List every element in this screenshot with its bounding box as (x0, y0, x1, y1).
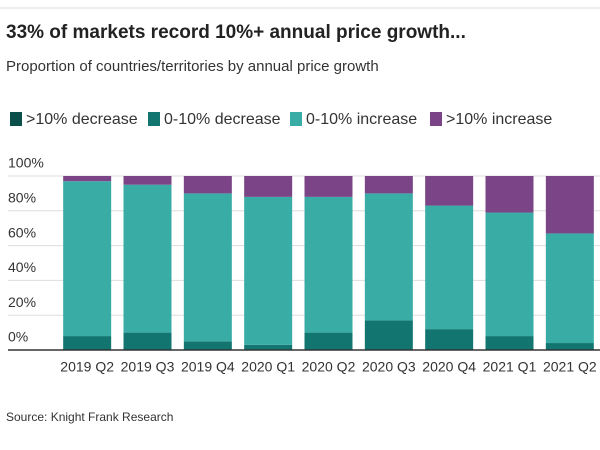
bar-segment (485, 336, 534, 350)
bar-segment (485, 176, 534, 213)
bar-segment (183, 341, 232, 350)
legend-swatch (10, 112, 22, 126)
bar-segment (123, 184, 172, 333)
bar-segment (425, 329, 474, 350)
bar-segment (183, 176, 232, 194)
legend-label: 0-10% decrease (164, 111, 281, 128)
bar-segment (304, 176, 353, 197)
bar-segment (545, 233, 594, 344)
y-tick-label: 40% (8, 259, 36, 275)
bar-segment (545, 176, 594, 234)
bar-segment (485, 212, 534, 337)
legend-swatch (290, 112, 302, 126)
bar-segment (63, 176, 112, 182)
bar-segment (364, 320, 413, 350)
chart-subtitle: Proportion of countries/territories by a… (6, 58, 379, 75)
bar-segment (364, 193, 413, 321)
y-tick-label: 20% (8, 294, 36, 310)
y-tick-label: 0% (8, 329, 28, 345)
y-tick-label: 60% (8, 224, 36, 240)
x-tick-label: 2021 Q2 (543, 359, 597, 375)
x-tick-label: 2021 Q1 (483, 359, 537, 375)
y-tick-label: 80% (8, 190, 36, 206)
bar-segment (304, 332, 353, 350)
legend-swatch (430, 112, 442, 126)
bar-segment (123, 176, 172, 185)
chart-title: 33% of markets record 10%+ annual price … (6, 22, 466, 43)
legend-swatch (148, 112, 160, 126)
legend-label: 0-10% increase (306, 111, 417, 128)
x-tick-label: 2020 Q4 (422, 359, 476, 375)
x-tick-label: 2020 Q3 (362, 359, 416, 375)
source: Source: Knight Frank Research (6, 410, 173, 424)
bar-segment (183, 193, 232, 342)
legend-label: >10% decrease (26, 111, 138, 128)
bar-segment (63, 336, 112, 350)
bar-segment (244, 176, 293, 197)
bar-segment (545, 343, 594, 350)
bar-segment (63, 181, 112, 337)
y-tick-label: 100% (8, 155, 44, 171)
x-tick-label: 2019 Q4 (181, 359, 235, 375)
bar-segment (425, 176, 474, 206)
x-tick-label: 2019 Q2 (60, 359, 114, 375)
x-tick-label: 2019 Q3 (121, 359, 175, 375)
bar-segment (425, 205, 474, 330)
bar-segment (244, 196, 293, 345)
x-tick-label: 2020 Q1 (241, 359, 295, 375)
bar-segment (364, 176, 413, 194)
legend-label: >10% increase (446, 111, 552, 128)
x-tick-label: 2020 Q2 (302, 359, 356, 375)
bar-segment (123, 332, 172, 350)
bar-segment (244, 344, 293, 350)
bar-segment (304, 196, 353, 333)
